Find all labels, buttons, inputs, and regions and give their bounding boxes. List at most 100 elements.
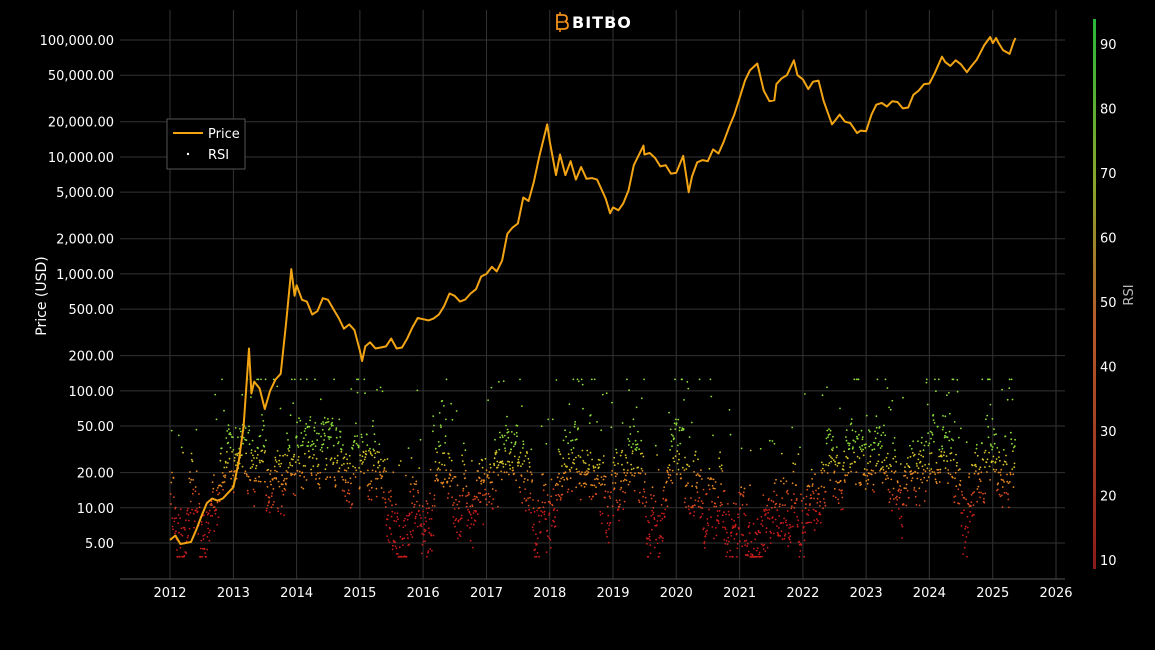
rsi-point [726, 543, 729, 546]
rsi-point [522, 443, 525, 446]
rsi-point [371, 469, 374, 472]
rsi-point [272, 488, 275, 490]
rsi-point [303, 476, 306, 478]
rsi-point [895, 460, 898, 463]
rsi-point [819, 505, 821, 507]
rsi-point [662, 537, 664, 539]
rsi-point [984, 466, 986, 468]
rsi-point [459, 518, 462, 521]
rsi-point [304, 427, 307, 430]
rsi-point [226, 451, 228, 453]
rsi-point [658, 537, 661, 539]
rsi-point [498, 448, 501, 451]
rsi-point [640, 467, 643, 470]
rsi-point [325, 457, 328, 460]
rsi-point [497, 505, 499, 508]
rsi-point [891, 494, 894, 496]
rsi-point [289, 464, 292, 466]
rsi-point [819, 513, 822, 516]
rsi-point [341, 476, 344, 478]
rsi-point [638, 501, 641, 504]
rsi-point [723, 511, 725, 514]
rsi-point [352, 444, 355, 447]
rsi-point [509, 451, 512, 453]
rsi-point [576, 471, 579, 473]
rsi-point [686, 464, 689, 466]
rsi-point [172, 528, 174, 531]
rsi-point [663, 512, 665, 515]
rsi-point [435, 474, 438, 477]
x-tick-label: 2024 [913, 586, 946, 601]
rsi-point [326, 421, 328, 424]
rsi-point [850, 470, 852, 473]
rsi-point [778, 505, 781, 508]
rsi-point [232, 449, 235, 451]
rsi-point [508, 473, 510, 476]
rsi-point [181, 555, 184, 558]
rsi-point [692, 460, 695, 462]
legend-item-rsi[interactable]: RSI [186, 148, 229, 163]
rsi-point [840, 508, 843, 511]
rsi-point [340, 448, 343, 451]
rsi-point [425, 500, 428, 502]
rsi-point [227, 441, 230, 444]
rsi-point [492, 498, 495, 500]
rsi-point [304, 465, 307, 467]
rsi-point [358, 486, 361, 489]
rsi-point [863, 472, 865, 475]
rsi-point [829, 429, 832, 432]
rsi-point [397, 555, 400, 558]
rsi-point [853, 451, 855, 454]
rsi-point [217, 516, 220, 519]
rsi-point [259, 435, 262, 437]
rsi-point [676, 462, 679, 465]
rsi-point [790, 526, 792, 528]
rsi-point [1012, 473, 1015, 476]
rsi-point [374, 470, 377, 473]
rsi-point [588, 495, 591, 498]
rsi-point [763, 543, 766, 546]
legend-item-price[interactable]: Price [173, 127, 240, 142]
rsi-point [653, 518, 656, 521]
rsi-point [685, 468, 688, 470]
brand-logo[interactable]: BITBO [556, 12, 632, 32]
rsi-point [900, 524, 903, 526]
rsi-point [608, 524, 611, 527]
rsi-point [523, 481, 525, 483]
rsi-point [632, 443, 634, 445]
y2-tick-label: 90 [1100, 38, 1117, 53]
rsi-point [401, 537, 404, 540]
rsi-point [998, 493, 1001, 496]
rsi-point [815, 489, 817, 492]
rsi-point [410, 533, 412, 536]
legend-rsi-label: RSI [208, 148, 229, 163]
rsi-point [759, 555, 762, 558]
legend[interactable]: Price RSI [166, 118, 246, 170]
rsi-point [823, 469, 826, 472]
rsi-point [528, 465, 531, 468]
rsi-point [178, 531, 181, 534]
rsi-point [283, 487, 286, 490]
rsi-point [913, 453, 916, 456]
rsi-point [460, 514, 463, 517]
rsi-point [721, 470, 724, 472]
x-axis-ticks: 2012 2013 2014 2015 2016 2017 2018 2019 2020 2021… [153, 586, 1072, 601]
rsi-point [793, 493, 795, 495]
rsi-point [876, 462, 878, 465]
rsi-point [769, 542, 772, 544]
rsi-point [518, 462, 520, 464]
rsi-point [206, 536, 209, 538]
rsi-point [546, 494, 549, 496]
x-tick-label: 2022 [786, 586, 819, 601]
rsi-point [888, 406, 890, 409]
rsi-point [917, 440, 919, 443]
rsi-point [698, 497, 701, 499]
rsi-point [658, 552, 661, 555]
rsi-point [915, 490, 917, 493]
rsi-point [833, 471, 836, 474]
rsi-point [352, 473, 355, 475]
rsi-point [330, 436, 332, 439]
rsi-point [389, 490, 392, 492]
rsi-point [534, 548, 537, 551]
rsi-point [788, 538, 791, 541]
